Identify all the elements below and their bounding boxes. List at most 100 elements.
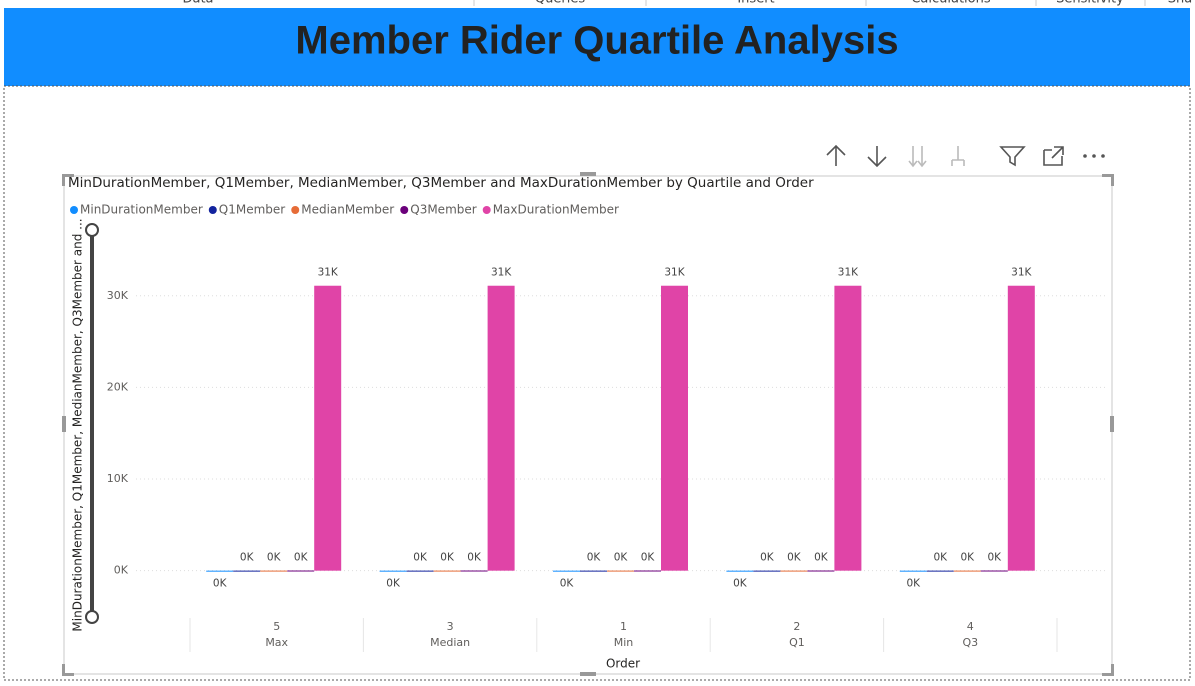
data-label: 0K (934, 552, 949, 564)
x-tick-label: Min (614, 636, 634, 649)
legend-marker (400, 206, 409, 214)
banner-title: Member Rider Quartile Analysis (295, 19, 898, 63)
data-label: 31K (318, 267, 339, 279)
page-border (3, 85, 1191, 681)
legend-marker (291, 206, 300, 214)
x-axis-title: Order (606, 657, 640, 671)
resize-handles (62, 172, 1114, 676)
bar (807, 570, 835, 572)
bar (379, 570, 407, 572)
data-label: 0K (641, 552, 656, 564)
bar (634, 570, 661, 572)
bar (661, 285, 688, 571)
ribbon-tab: Sensitivity (1056, 0, 1124, 7)
bar (487, 285, 515, 571)
x-tick-label: 2 (793, 620, 800, 633)
y-tick-label: 20K (107, 380, 129, 393)
bar (926, 570, 954, 572)
bar (780, 570, 808, 572)
bar (553, 570, 580, 572)
data-label: 0K (587, 552, 602, 564)
data-label: 0K (213, 578, 228, 590)
more-options-icon[interactable] (1083, 154, 1105, 158)
data-label: 0K (733, 578, 748, 590)
data-label: 0K (907, 578, 922, 590)
x-tick-label: Median (430, 636, 470, 649)
bar (953, 570, 981, 572)
data-label: 0K (386, 578, 401, 590)
x-tick-label: 1 (620, 620, 627, 633)
bar (260, 570, 288, 572)
bar (206, 570, 234, 572)
y-axis-title: MinDurationMember, Q1Member, MedianMembe… (71, 218, 85, 631)
ribbon-tab: Queries (535, 0, 585, 7)
data-label: 0K (467, 552, 482, 564)
x-tick-label: 4 (967, 620, 974, 633)
legend-marker (482, 206, 491, 214)
bar (980, 570, 1008, 572)
x-tick-label: Q1 (789, 636, 805, 649)
legend-label: MedianMember (301, 203, 394, 217)
ribbon-tab: Data (182, 0, 213, 7)
legend-label: MaxDurationMember (493, 203, 619, 217)
x-tick-label: Q3 (962, 636, 978, 649)
legend-label: Q3Member (410, 203, 477, 217)
data-label: 31K (491, 267, 512, 279)
ribbon-tab: Sha (1168, 0, 1192, 7)
legend: MinDurationMember Q1Member MedianMember Q3M… (70, 203, 619, 217)
drill-up-icon[interactable] (826, 144, 846, 166)
data-label: 0K (294, 552, 309, 564)
data-label: 31K (838, 267, 859, 279)
bar (406, 570, 434, 572)
ribbon-labels: Data Queries Insert Calculations Sensitivity… (182, 0, 1192, 7)
expand-hierarchy-icon (951, 146, 965, 166)
legend-label: MinDurationMember (80, 203, 203, 217)
y-tick-label: 0K (114, 564, 129, 577)
data-label: 0K (961, 552, 976, 564)
bar (580, 570, 607, 572)
data-label: 0K (614, 552, 629, 564)
filter-icon[interactable] (999, 146, 1026, 167)
banner (4, 8, 1190, 86)
x-tick-label: 5 (273, 620, 280, 633)
y-tick-label: 30K (107, 289, 129, 302)
bar (607, 570, 634, 572)
zoom-slider[interactable] (85, 223, 99, 624)
visual-frame (63, 175, 1113, 675)
data-label: 0K (760, 552, 775, 564)
bar (460, 570, 488, 572)
x-tick-label: 3 (447, 620, 454, 633)
ribbon-tab: Calculations (911, 0, 991, 7)
data-label: 31K (1011, 267, 1032, 279)
chart-title: MinDurationMember, Q1Member, MedianMembe… (68, 175, 814, 191)
data-label: 0K (413, 552, 428, 564)
data-label: 0K (267, 552, 282, 564)
data-label: 0K (814, 552, 829, 564)
focus-mode-icon[interactable] (1043, 146, 1064, 166)
bar (433, 570, 461, 572)
legend-marker (208, 206, 217, 214)
x-tick-label: Max (265, 636, 288, 649)
data-label: 31K (664, 267, 685, 279)
bar (834, 285, 862, 571)
data-label: 0K (240, 552, 255, 564)
ribbon-tab: Insert (737, 0, 774, 7)
ribbon (0, 0, 1195, 8)
bar (1007, 285, 1035, 571)
bar (314, 285, 342, 571)
bar (753, 570, 781, 572)
data-label: 0K (787, 552, 802, 564)
drill-down-icon[interactable] (867, 146, 887, 168)
data-label: 0K (440, 552, 455, 564)
legend-marker (70, 206, 78, 214)
legend-label: Q1Member (219, 203, 286, 217)
data-label: 0K (560, 578, 575, 590)
bar (287, 570, 315, 572)
bar (899, 570, 927, 572)
bar (233, 570, 261, 572)
visual-toolbar (826, 144, 1105, 168)
bar (726, 570, 754, 572)
